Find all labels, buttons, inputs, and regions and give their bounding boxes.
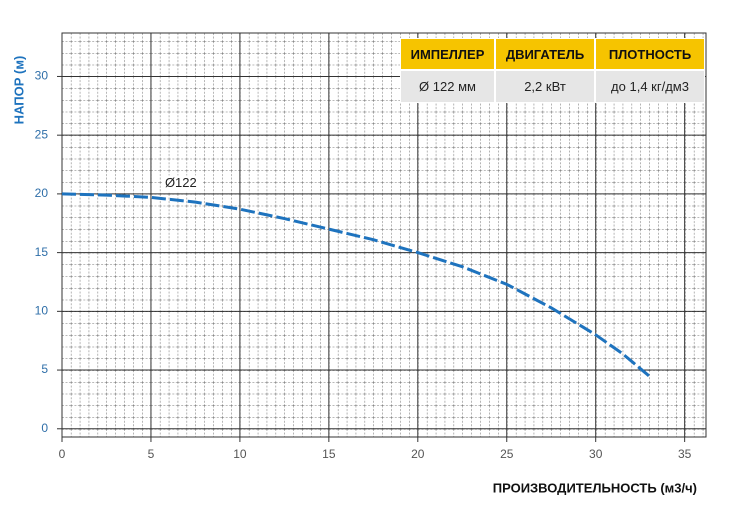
y-tick-label: 30 [35, 69, 49, 83]
x-axis-label: ПРОИЗВОДИТЕЛЬНОСТЬ (м3/ч) [493, 480, 697, 495]
x-tick-label: 0 [59, 447, 66, 461]
y-tick-label: 10 [35, 304, 49, 318]
y-tick-label: 20 [35, 186, 49, 200]
spec-table: ИМПЕЛЛЕР ДВИГАТЕЛЬ ПЛОТНОСТЬ Ø 122 мм 2,2 кВ… [400, 38, 705, 103]
y-tick-label: 5 [41, 362, 48, 376]
curve [61, 192, 651, 378]
table-header: ПЛОТНОСТЬ [595, 38, 705, 70]
x-tick-label: 30 [589, 447, 603, 461]
x-tick-label: 20 [411, 447, 425, 461]
x-tick-label: 10 [233, 447, 247, 461]
table-header: ДВИГАТЕЛЬ [495, 38, 595, 70]
table-cell: Ø 122 мм [400, 70, 495, 103]
table-cell: 2,2 кВт [495, 70, 595, 103]
table-header: ИМПЕЛЛЕР [400, 38, 495, 70]
x-tick-label: 5 [148, 447, 155, 461]
x-tick-label: 35 [678, 447, 692, 461]
curve-label: Ø122 [165, 175, 197, 190]
y-tick-label: 15 [35, 245, 49, 259]
x-tick-label: 15 [322, 447, 336, 461]
y-tick-label: 25 [35, 127, 49, 141]
table-cell: до 1,4 кг/дм3 [595, 70, 705, 103]
x-tick-label: 25 [500, 447, 514, 461]
y-tick-label: 0 [41, 421, 48, 435]
y-axis-label: НАПОР (м) [11, 56, 26, 125]
curve-label-bg [162, 175, 203, 192]
